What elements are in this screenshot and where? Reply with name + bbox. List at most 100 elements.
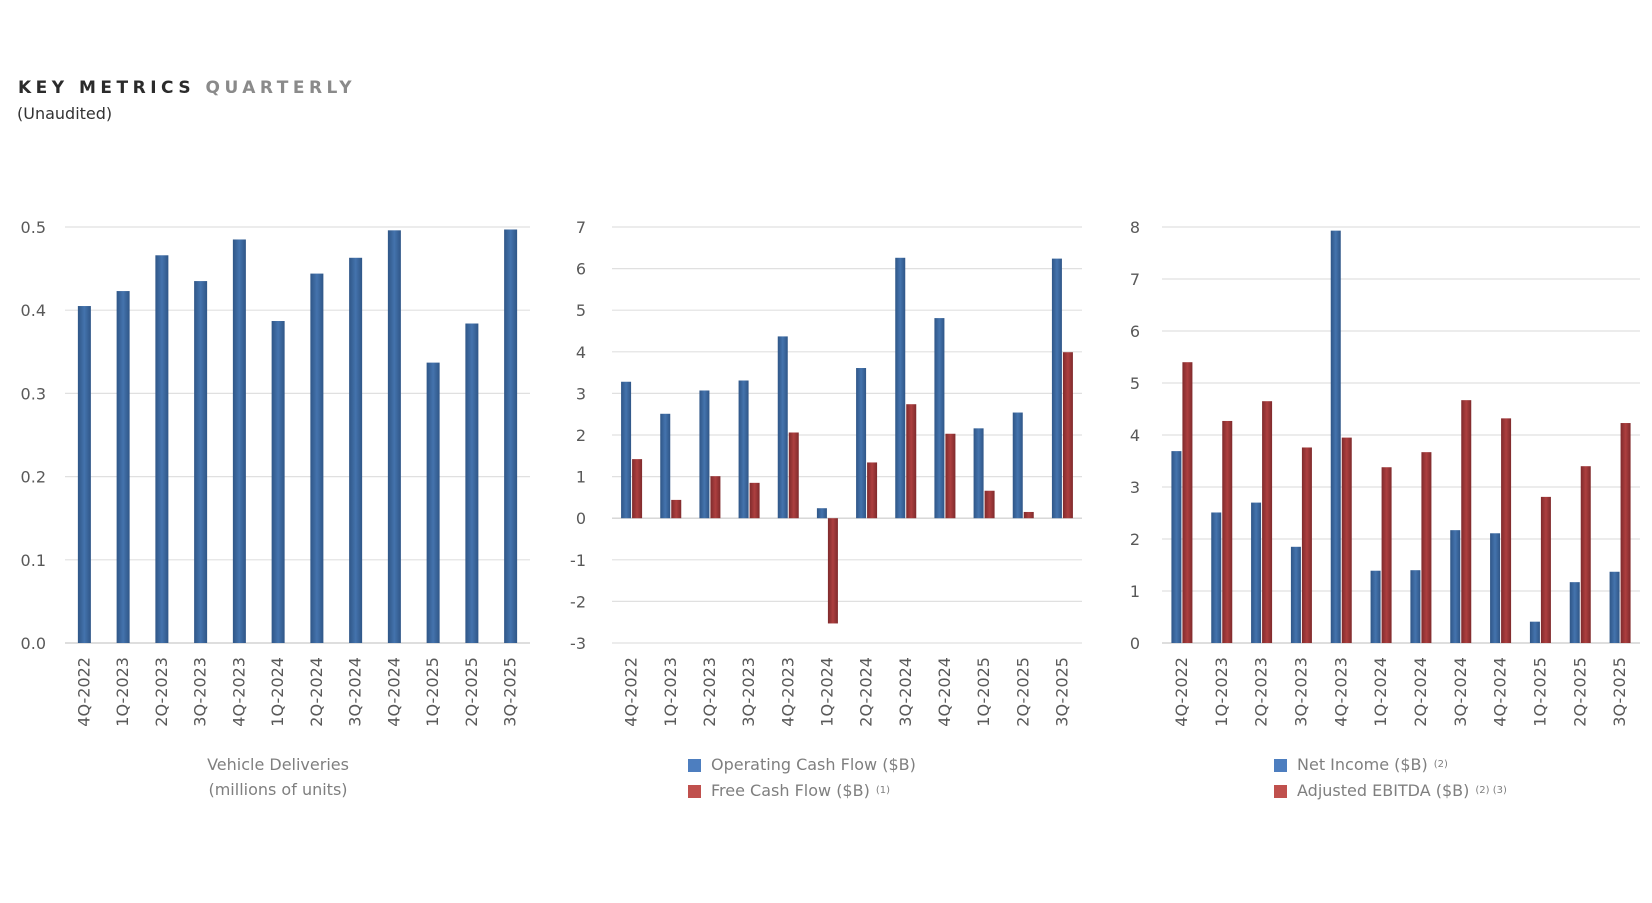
deliveries-caption: Vehicle Deliveries (millions of units) [178,752,378,802]
x-tick-label: 4Q-2024 [384,657,403,727]
bar-red-3Q-2025 [1062,352,1073,519]
x-tick-label: 4Q-2022 [74,657,93,727]
y-tick-label: 7 [576,218,586,237]
x-tick-label: 2Q-2025 [1013,657,1032,727]
x-tick-label: 3Q-2024 [896,657,915,727]
bar-3Q-2024 [349,257,363,643]
x-tick-label: 2Q-2024 [857,657,876,727]
bar-red-3Q-2025 [1620,423,1631,643]
x-tick-label: 3Q-2025 [501,657,520,727]
cash-flow-legend: Operating Cash Flow ($B) Free Cash Flow … [688,752,916,804]
bar-2Q-2023 [155,255,169,643]
x-tick-label: 1Q-2023 [1212,657,1231,727]
x-tick-label: 4Q-2022 [1172,657,1191,727]
vehicle-deliveries-chart: 0.0 0.1 0.2 0.3 0.4 0.5 4Q-2022 1Q-2023 2Q-2023 3… [21,218,530,727]
bar-red-2Q-2024 [1421,452,1432,643]
bar-red-1Q-2024 [827,518,838,624]
legend-footnote: (2) [1433,759,1448,770]
bar-2Q-2025 [465,323,479,643]
y-tick-label: 3 [576,384,586,403]
bar-red-2Q-2023 [1262,401,1273,643]
bar-red-1Q-2023 [671,499,682,519]
y-tick-label: -1 [570,551,586,570]
bar-blue-2Q-2023 [1251,502,1262,643]
cash-flow-chart: -3 -2 -1 0 1 2 3 4 5 6 7 4Q-2022 1Q-2023 2Q-2023 3Q-20… [570,218,1082,727]
y-tick-label: 2 [1130,530,1140,549]
x-tick-label: 1Q-2025 [423,657,442,727]
legend-footnote: (1) [875,785,890,796]
x-tick-label: 4Q-2024 [1491,657,1510,727]
bar-blue-3Q-2025 [1609,571,1620,643]
y-tick-label: 0.3 [21,384,46,403]
bar-red-1Q-2025 [984,490,995,519]
bar-4Q-2022 [77,306,91,643]
legend-item-operating-cash-flow: Operating Cash Flow ($B) [688,752,916,778]
x-tick-label: 4Q-2024 [935,657,954,727]
x-tick-label: 3Q-2024 [1451,657,1470,727]
bar-blue-2Q-2023 [699,390,710,519]
bar-red-4Q-2023 [1341,437,1352,643]
x-tick-label: 4Q-2023 [1331,657,1350,727]
bar-red-1Q-2024 [1381,467,1392,643]
bar-blue-1Q-2024 [1370,570,1381,643]
bar-blue-2Q-2024 [1410,570,1421,643]
bar-blue-1Q-2025 [973,428,984,519]
bar-blue-4Q-2023 [777,336,788,519]
y-tick-label: 1 [1130,582,1140,601]
bar-blue-4Q-2022 [1171,451,1182,643]
bar-blue-3Q-2024 [895,257,906,519]
bar-2Q-2024 [310,273,324,643]
y-tick-label: 0.0 [21,634,46,653]
bar-red-4Q-2024 [945,433,956,519]
y-tick-label: 0.4 [21,301,46,320]
x-tick-label: 3Q-2023 [1291,657,1310,727]
bar-blue-2Q-2025 [1569,582,1580,643]
legend-label: Operating Cash Flow ($B) [711,755,916,774]
x-tick-label: 1Q-2024 [1371,657,1390,727]
y-tick-label: 0.2 [21,468,46,487]
bar-blue-1Q-2023 [1211,512,1222,643]
bar-blue-4Q-2022 [621,381,632,519]
legend-swatch-red [688,784,701,798]
bar-red-2Q-2023 [710,476,721,519]
y-tick-label: 0 [576,509,586,528]
bar-1Q-2024 [271,321,285,643]
bar-red-2Q-2025 [1580,466,1591,643]
bar-blue-3Q-2025 [1051,258,1062,519]
caption-line-1: Vehicle Deliveries [207,755,349,774]
x-tick-label: 4Q-2023 [778,657,797,727]
y-tick-label: 5 [576,301,586,320]
x-tick-label: 2Q-2024 [307,657,326,727]
bar-red-1Q-2025 [1540,496,1551,643]
bar-red-3Q-2023 [749,482,760,519]
y-tick-label: 0.5 [21,218,46,237]
x-tick-label: 1Q-2024 [817,657,836,727]
bar-blue-2Q-2025 [1012,412,1023,519]
legend-item-adjusted-ebitda: Adjusted EBITDA ($B) (2) (3) [1274,778,1507,804]
x-tick-label: 1Q-2025 [974,657,993,727]
bar-red-4Q-2024 [1501,418,1512,643]
bar-blue-4Q-2024 [1490,533,1501,643]
title-main: KEY METRICS [18,78,196,98]
y-tick-label: 7 [1130,270,1140,289]
bar-blue-1Q-2024 [816,508,827,519]
legend-label: Free Cash Flow ($B) [711,781,870,800]
x-tick-label: 2Q-2025 [462,657,481,727]
y-tick-label: 3 [1130,478,1140,497]
x-tick-label: 3Q-2025 [1610,657,1629,727]
bar-blue-2Q-2024 [856,368,867,519]
bar-4Q-2024 [387,230,401,643]
bar-red-3Q-2023 [1301,447,1312,643]
y-tick-label: 4 [1130,426,1140,445]
y-tick-label: 0.1 [21,551,46,570]
bar-red-3Q-2024 [1461,400,1472,643]
bar-blue-3Q-2024 [1450,530,1461,643]
caption-line-2: (millions of units) [208,780,348,799]
bar-red-2Q-2025 [1023,511,1034,519]
x-tick-label: 1Q-2023 [661,657,680,727]
title-accent: QUARTERLY [205,78,357,98]
bar-blue-4Q-2024 [934,318,945,519]
y-tick-label: 8 [1130,218,1140,237]
legend-swatch-blue [688,758,701,772]
x-tick-label: 3Q-2023 [191,657,210,727]
